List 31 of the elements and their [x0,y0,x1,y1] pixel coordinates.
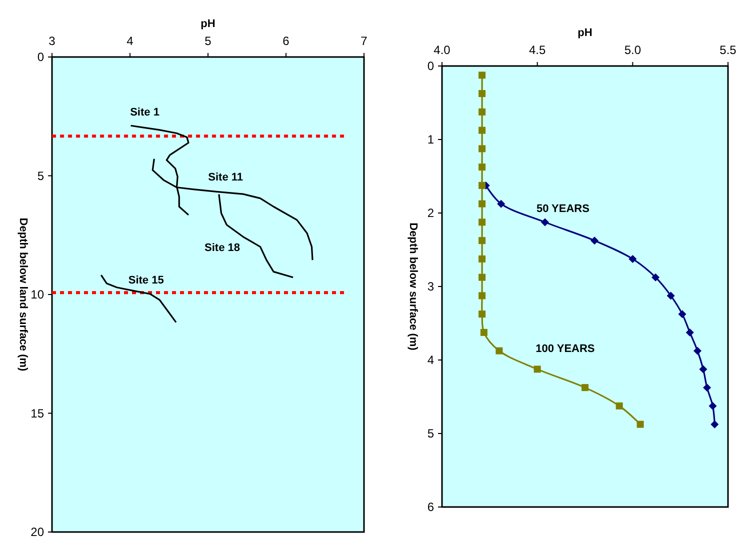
x-tick-label: 4.0 [434,43,451,57]
x-axis-title: pH [578,27,592,39]
series-label: Site 18 [204,242,240,254]
y-tick-label: 2 [427,206,434,220]
x-tick-label: 6 [282,34,290,48]
y-axis-title: Depth below land surface (m) [17,218,29,372]
series-label: Site 15 [128,274,164,287]
y-tick-label: 15 [30,406,44,420]
y-tick-label: 6 [427,500,434,514]
series-label: Site 11 [208,172,244,184]
x-tick-label: 4.5 [528,43,546,57]
x-tick-label: 3 [48,34,56,48]
y-tick-label: 3 [427,280,434,294]
x-tick-label: 7 [360,34,368,48]
y-tick-label: 4 [427,353,434,367]
y-tick-label: 5 [427,426,434,440]
y-tick-label: 0 [37,50,44,64]
y-tick-label: 20 [30,525,44,538]
x-tick-label: 5.0 [624,43,642,57]
x-axis-title: pH [200,18,216,30]
series-label: 100 YEARS [536,342,595,355]
y-tick-label: 10 [30,288,44,302]
y-tick-label: 1 [427,132,434,146]
x-tick-label: 5 [204,34,212,48]
y-tick-label: 0 [427,59,434,73]
x-tick-label: 4 [126,34,134,48]
series-label: Site 1 [130,106,160,119]
x-tick-label: 5.5 [720,43,737,57]
y-tick-label: 5 [37,168,44,183]
series-label: 50 YEARS [536,203,590,216]
y-axis-title: Depth below surface (m) [407,222,419,351]
